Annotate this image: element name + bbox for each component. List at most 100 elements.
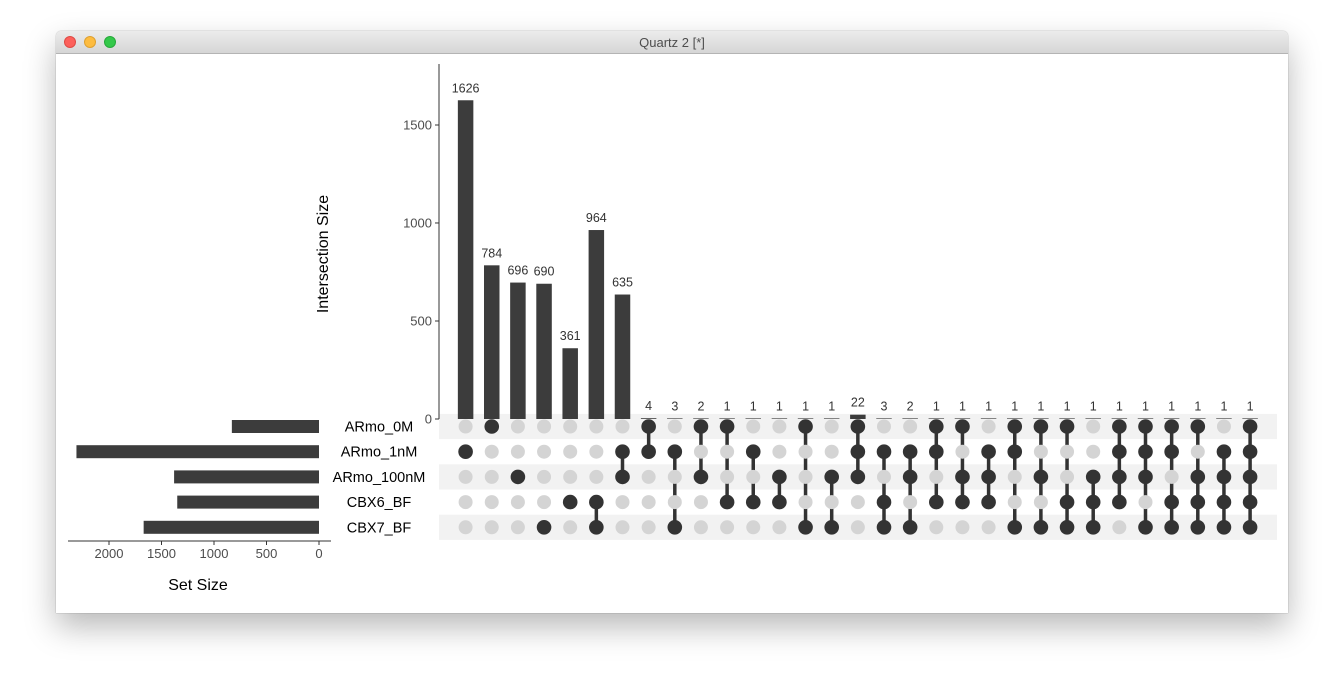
- matrix-dot-active: [1216, 444, 1232, 460]
- matrix-dot-active: [1085, 469, 1101, 485]
- matrix-dot-active: [745, 444, 761, 460]
- matrix-dot-active: [562, 494, 578, 510]
- set-size-bar: [76, 445, 319, 459]
- matrix-dot-active: [1112, 419, 1127, 434]
- matrix-dot-inactive: [615, 495, 630, 510]
- matrix-dot-active: [1059, 520, 1075, 535]
- matrix-dot-inactive: [772, 419, 787, 434]
- intersection-bar-label: 1: [959, 399, 966, 413]
- intersection-bar: [614, 294, 631, 419]
- matrix-dot-active: [1242, 419, 1258, 434]
- matrix-dot-inactive: [720, 469, 735, 484]
- matrix-dot-inactive: [981, 419, 996, 434]
- intersection-bar: [980, 418, 997, 419]
- matrix-dot-inactive: [667, 469, 682, 484]
- matrix-dot-inactive: [510, 495, 525, 510]
- y-tick-label: 500: [410, 313, 432, 328]
- matrix-dot-inactive: [955, 520, 970, 535]
- y-tick-label: 0: [425, 412, 432, 427]
- matrix-dot-inactive: [1086, 444, 1101, 459]
- set-name-label: ARmo_1nM: [341, 445, 418, 461]
- matrix-dot-active: [981, 444, 996, 460]
- intersection-bar: [954, 418, 971, 419]
- y-tick-label: 1500: [403, 117, 432, 132]
- matrix-dot-inactive: [746, 520, 761, 535]
- matrix-dot-active: [850, 419, 866, 434]
- intersection-bar: [1007, 418, 1023, 419]
- intersection-bar-label: 1: [776, 399, 783, 413]
- set-name-label: CBX6_BF: [347, 495, 412, 511]
- intersection-bar-label: 1: [724, 399, 731, 413]
- matrix-dot-active: [1216, 469, 1232, 485]
- matrix-dot-inactive: [589, 469, 604, 484]
- intersection-bar: [1216, 418, 1232, 419]
- app-window: Quartz 2 [*] 0 500 1000 1500 Intersection Si…: [56, 31, 1288, 613]
- matrix-dot-inactive: [746, 469, 761, 484]
- intersection-bar: [876, 418, 892, 419]
- matrix-dot-inactive: [563, 520, 578, 535]
- matrix-dot-active: [667, 444, 683, 460]
- matrix-dot-active: [929, 419, 944, 434]
- matrix-dot-active: [1138, 469, 1153, 485]
- intersection-bar-label: 696: [507, 264, 528, 278]
- intersection-bar-label: 4: [645, 399, 652, 413]
- matrix-dot-inactive: [798, 444, 813, 459]
- intersection-bar: [640, 418, 657, 419]
- matrix-dot-inactive: [981, 520, 996, 535]
- matrix-dot-active: [1085, 494, 1101, 510]
- intersection-bar: [719, 418, 735, 419]
- matrix-dot-inactive: [955, 444, 970, 459]
- matrix-dot-inactive: [850, 495, 865, 510]
- matrix-dot-active: [458, 444, 473, 460]
- intersection-bar: [771, 418, 788, 419]
- matrix-dot-inactive: [772, 520, 787, 535]
- matrix-dot-inactive: [537, 495, 552, 510]
- intersection-bar-label: 1: [1064, 399, 1071, 413]
- zoom-window-button[interactable]: [104, 36, 116, 48]
- intersection-bar: [823, 418, 840, 419]
- matrix-dot-inactive: [929, 469, 944, 484]
- matrix-dot-active: [955, 419, 970, 434]
- minimize-window-button[interactable]: [84, 36, 96, 48]
- intersection-bar: [1111, 418, 1128, 419]
- matrix-dot-inactive: [458, 469, 473, 484]
- matrix-dot-active: [615, 444, 630, 460]
- intersection-bar-label: 1: [1142, 399, 1149, 413]
- matrix-dot-inactive: [693, 520, 708, 535]
- matrix-dot-inactive: [458, 520, 473, 535]
- matrix-dot-active: [1242, 494, 1258, 510]
- set-name-label: CBX7_BF: [347, 520, 412, 536]
- matrix-dot-active: [536, 520, 552, 535]
- matrix-dot-inactive: [1164, 469, 1179, 484]
- set-name-label: ARmo_100nM: [333, 470, 426, 486]
- intersection-bar: [536, 283, 552, 419]
- matrix-dot-active: [667, 520, 683, 535]
- matrix-dot-inactive: [1190, 444, 1205, 459]
- x-tick-label: 500: [256, 546, 278, 561]
- intersection-bar: [1137, 418, 1154, 419]
- intersection-bar-label: 1626: [452, 81, 480, 95]
- matrix-dot-inactive: [1216, 419, 1231, 434]
- intersection-bar-label: 690: [534, 265, 555, 279]
- matrix-dot-active: [615, 469, 630, 485]
- set-size-axis-title: Set Size: [168, 577, 228, 594]
- window-title: Quartz 2 [*]: [639, 35, 705, 50]
- matrix-dot-inactive: [589, 419, 604, 434]
- matrix-dot-inactive: [510, 520, 525, 535]
- matrix-dot-inactive: [824, 495, 839, 510]
- close-window-button[interactable]: [64, 36, 76, 48]
- matrix-dot-active: [850, 469, 866, 485]
- intersection-bar-label: 1: [933, 399, 940, 413]
- intersection-bar: [562, 348, 578, 419]
- intersection-bar-label: 1: [802, 399, 809, 413]
- matrix-dot-active: [1085, 520, 1101, 535]
- matrix-dot-inactive: [1033, 444, 1048, 459]
- set-name-label: ARmo_0M: [345, 420, 414, 436]
- matrix-dot-active: [719, 419, 735, 434]
- intersection-bar-label: 1: [750, 399, 757, 413]
- intersection-bar-label: 2: [907, 399, 914, 413]
- matrix-dot-inactive: [563, 469, 578, 484]
- matrix-dot-active: [1112, 469, 1127, 485]
- matrix-dot-active: [693, 469, 709, 485]
- matrix-dot-inactive: [798, 495, 813, 510]
